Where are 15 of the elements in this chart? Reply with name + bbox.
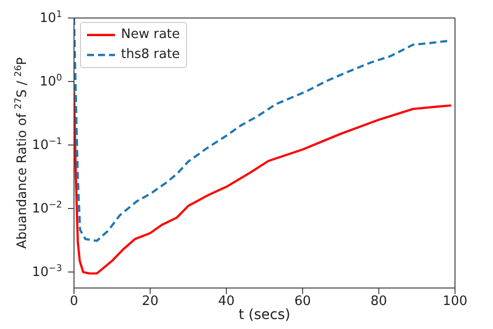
x-axis-title: t (secs): [238, 307, 290, 323]
x-tick-label: 60: [294, 294, 311, 310]
x-tick-label: 20: [142, 294, 158, 310]
y-tick-label: 10$^{0}$: [40, 74, 62, 90]
legend-label: New rate: [121, 26, 180, 44]
y-tick-label: 10$^{−2}$: [32, 200, 62, 217]
x-tick-label: 80: [370, 294, 388, 310]
y-tick-label: 10$^{−1}$: [32, 137, 62, 154]
legend-label: ths8 rate: [121, 46, 180, 64]
y-tick-label: 10$^{1}$: [40, 10, 62, 26]
x-tick-label: 40: [218, 294, 235, 310]
y-tick-label: 10$^{−3}$: [32, 264, 62, 280]
line-series: [74, 90, 452, 275]
x-tick-label: 100: [442, 294, 468, 310]
x-tick-label: 0: [70, 294, 78, 310]
